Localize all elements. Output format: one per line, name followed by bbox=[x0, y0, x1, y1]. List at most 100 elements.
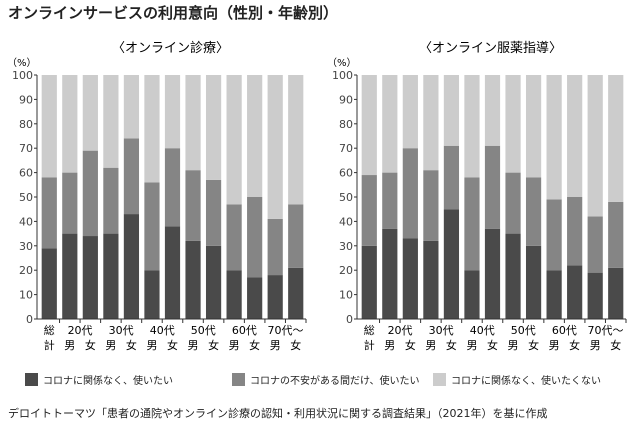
y-tick-label: 20 bbox=[339, 264, 353, 277]
bar-segment bbox=[402, 75, 418, 149]
y-tick-label: 10 bbox=[339, 289, 353, 302]
x-label-age: 40代 bbox=[470, 324, 495, 337]
bar-segment bbox=[608, 75, 624, 202]
bar-segment bbox=[62, 75, 78, 173]
page-title: オンラインサービスの利用意向（性別・年齢別） bbox=[8, 4, 339, 22]
y-tick-label: 40 bbox=[19, 215, 33, 228]
bar-segment bbox=[103, 233, 119, 319]
bar-segment bbox=[608, 267, 624, 319]
bar-segment bbox=[423, 170, 439, 241]
y-tick-label: 30 bbox=[19, 240, 33, 253]
bar-segment bbox=[361, 245, 377, 319]
bar-segment bbox=[546, 270, 562, 319]
x-label-age: 20代 bbox=[68, 324, 93, 337]
bar-segment bbox=[464, 75, 480, 178]
bar-segment bbox=[82, 75, 98, 151]
bar-segment bbox=[164, 148, 181, 227]
y-tick-label: 0 bbox=[26, 313, 33, 326]
x-label-age: 20代 bbox=[388, 324, 413, 337]
y-tick-label: 80 bbox=[19, 118, 33, 131]
x-label-sex: 女 bbox=[290, 338, 301, 352]
x-label-sex: 男 bbox=[508, 339, 519, 352]
x-label: 総 bbox=[364, 323, 375, 337]
bar-segment bbox=[62, 233, 78, 319]
bar-segment bbox=[382, 172, 398, 229]
bar-segment bbox=[82, 236, 98, 319]
bar-segment bbox=[361, 175, 377, 246]
bar-segment bbox=[546, 199, 562, 271]
x-label-age: 60代 bbox=[232, 324, 257, 337]
bar-segment bbox=[567, 75, 583, 197]
x-label: 計 bbox=[364, 338, 375, 352]
bar-segment bbox=[41, 75, 57, 178]
x-label-sex: 女 bbox=[446, 338, 457, 352]
bar-segment bbox=[402, 238, 418, 319]
bar-segment bbox=[608, 201, 624, 268]
y-tick-label: 90 bbox=[19, 93, 33, 106]
chart-title: 〈オンライン服薬指導〉 bbox=[419, 41, 562, 56]
bar-segment bbox=[164, 226, 181, 319]
bar-segment bbox=[267, 75, 283, 219]
x-label-sex: 男 bbox=[229, 339, 240, 352]
bar-segment bbox=[41, 248, 57, 319]
bar-segment bbox=[226, 204, 242, 271]
bar-segment bbox=[382, 75, 398, 173]
bar-segment bbox=[464, 177, 480, 271]
bar-segment bbox=[288, 267, 304, 319]
x-label-sex: 男 bbox=[146, 339, 157, 352]
x-label-sex: 女 bbox=[487, 338, 498, 352]
y-tick-label: 30 bbox=[339, 240, 353, 253]
bar-segment bbox=[567, 197, 583, 266]
bar-segment bbox=[103, 75, 119, 168]
bar-segment bbox=[62, 172, 78, 234]
bar-segment bbox=[123, 75, 140, 139]
x-label: 計 bbox=[44, 338, 55, 352]
bar-segment bbox=[505, 75, 521, 173]
legend-swatch bbox=[25, 373, 38, 386]
bar-segment bbox=[423, 240, 439, 319]
x-label-age: 50代 bbox=[191, 324, 216, 337]
bar-segment bbox=[505, 172, 521, 234]
bar-segment bbox=[205, 179, 222, 246]
bar-segment bbox=[525, 245, 542, 319]
bar-segment bbox=[123, 138, 140, 215]
bar-segment bbox=[288, 204, 304, 268]
bar-segment bbox=[205, 75, 222, 180]
bar-segment bbox=[567, 265, 583, 319]
y-tick-label: 0 bbox=[346, 313, 353, 326]
bar-segment bbox=[267, 218, 283, 276]
bar-segment bbox=[185, 240, 201, 319]
x-label-age: 40代 bbox=[150, 324, 175, 337]
bar-segment bbox=[464, 270, 480, 319]
legend-swatch bbox=[232, 373, 245, 386]
x-label-sex: 男 bbox=[466, 339, 477, 352]
bar-segment bbox=[226, 75, 242, 205]
legend-item-want: コロナに関係なく、使いたい bbox=[25, 372, 173, 387]
bar-segment bbox=[288, 75, 304, 205]
legend-swatch bbox=[433, 373, 446, 386]
bar-segment bbox=[484, 228, 501, 319]
x-label-age: 30代 bbox=[429, 324, 454, 337]
x-label-sex: 男 bbox=[549, 339, 560, 352]
bar-segment bbox=[164, 75, 181, 149]
bar-segment bbox=[185, 75, 201, 171]
bar-segment bbox=[546, 75, 562, 200]
x-label-sex: 男 bbox=[188, 339, 199, 352]
y-tick-label: 80 bbox=[339, 118, 353, 131]
y-unit-label: （%） bbox=[7, 57, 37, 69]
bar-segment bbox=[423, 75, 439, 171]
bar-segment bbox=[267, 275, 283, 319]
x-label-sex: 男 bbox=[425, 339, 436, 352]
bar-segment bbox=[505, 233, 521, 319]
bar-segment bbox=[525, 177, 542, 246]
x-label: 総 bbox=[44, 323, 55, 337]
bar-segment bbox=[443, 209, 460, 319]
y-tick-label: 20 bbox=[19, 264, 33, 277]
bar-segment bbox=[82, 150, 98, 237]
x-label-sex: 女 bbox=[528, 338, 539, 352]
bar-segment bbox=[443, 75, 460, 146]
x-label-age: 70代～ bbox=[587, 324, 623, 337]
x-label-age: 70代～ bbox=[267, 324, 303, 337]
x-label-age: 30代 bbox=[109, 324, 134, 337]
